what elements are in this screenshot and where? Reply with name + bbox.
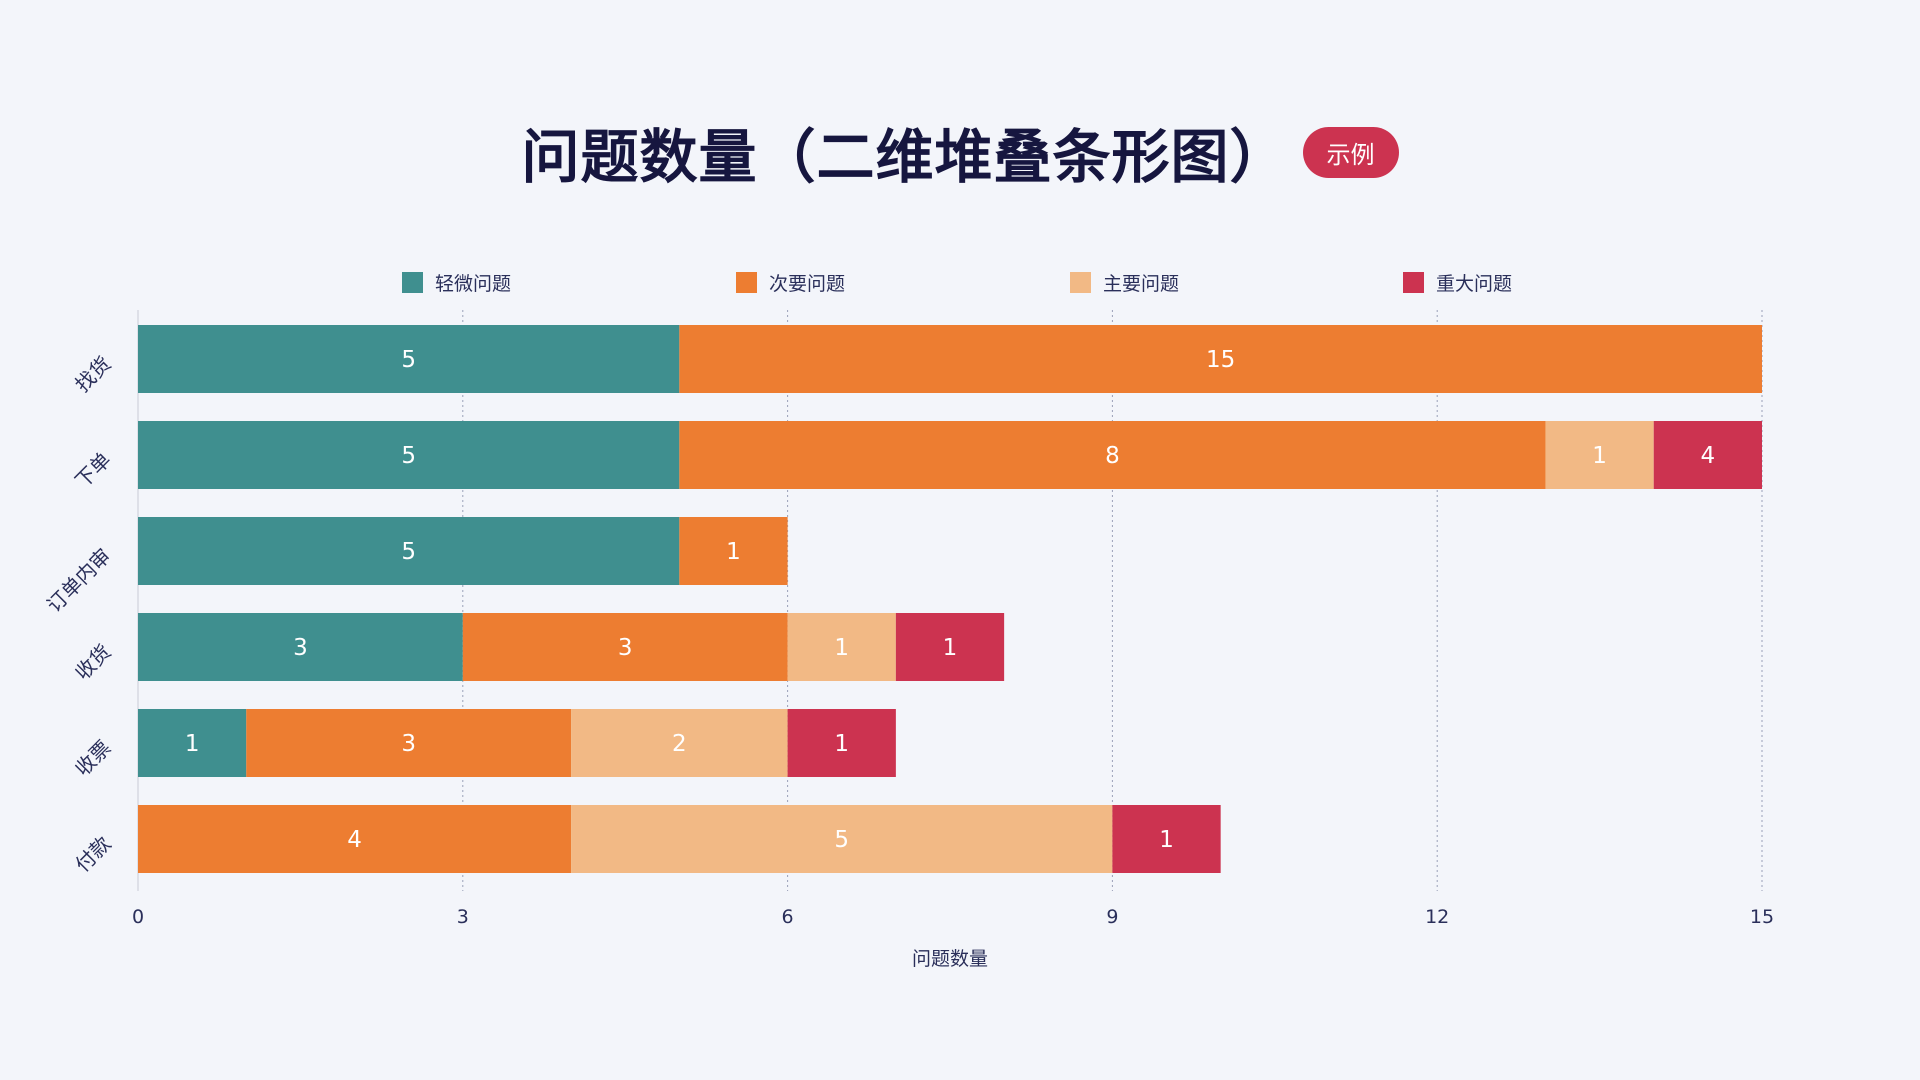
bar-segment (138, 709, 247, 777)
data-label: 15 (1206, 347, 1235, 373)
x-tick-label: 15 (1750, 906, 1774, 928)
data-label: 5 (401, 539, 416, 565)
category-label: 付款 (70, 832, 115, 877)
data-label: 4 (1701, 443, 1716, 469)
data-label: 1 (185, 731, 200, 757)
x-tick-label: 3 (457, 906, 469, 928)
bar-segment (787, 709, 896, 777)
title-row: 问题数量（二维堆叠条形图） 示例 (0, 110, 1920, 194)
data-label: 1 (943, 635, 958, 661)
chart-title: 问题数量（二维堆叠条形图） (521, 123, 1289, 191)
legend-label: 重大问题 (1436, 273, 1512, 295)
data-label: 1 (834, 731, 849, 757)
bar-segment (679, 325, 1763, 393)
bar-segment (787, 613, 896, 681)
legend-label: 轻微问题 (435, 273, 511, 295)
x-tick-label: 9 (1106, 906, 1118, 928)
bar-segment (571, 805, 1113, 873)
category-label: 收货 (70, 640, 115, 685)
bar-segment (1545, 421, 1654, 489)
bar-segment (571, 709, 788, 777)
x-tick-label: 12 (1425, 906, 1449, 928)
x-axis-label: 问题数量 (912, 948, 988, 970)
data-label: 2 (672, 731, 687, 757)
data-label: 1 (1159, 827, 1174, 853)
data-label: 1 (834, 635, 849, 661)
bar-segment (138, 421, 680, 489)
data-label: 1 (1592, 443, 1607, 469)
legend-swatch (736, 272, 757, 293)
bar-segment (138, 517, 680, 585)
bar-segment (138, 805, 572, 873)
example-badge: 示例 (1302, 126, 1399, 178)
legend-swatch (1070, 272, 1091, 293)
data-label: 1 (726, 539, 741, 565)
bar-segment (462, 613, 788, 681)
data-label: 3 (618, 635, 633, 661)
x-tick-label: 0 (132, 906, 144, 928)
category-label: 找货 (70, 352, 115, 397)
bar-segment (138, 613, 463, 681)
data-label: 5 (401, 443, 416, 469)
data-label: 5 (401, 347, 416, 373)
bar-segment (1112, 805, 1221, 873)
category-label: 下单 (70, 448, 115, 493)
data-label: 4 (347, 827, 362, 853)
category-label: 订单内审 (42, 544, 116, 618)
legend-swatch (1403, 272, 1424, 293)
bar-segment (138, 325, 680, 393)
data-label: 3 (293, 635, 308, 661)
legend-swatch (402, 272, 423, 293)
data-label: 8 (1105, 443, 1120, 469)
bar-segment (895, 613, 1005, 681)
bar-segment (1653, 421, 1762, 489)
legend-label: 次要问题 (769, 273, 845, 295)
x-tick-label: 6 (782, 906, 794, 928)
bar-segment (679, 517, 788, 585)
data-label: 5 (834, 827, 849, 853)
legend-label: 主要问题 (1103, 273, 1179, 295)
data-label: 3 (401, 731, 416, 757)
category-label: 收票 (70, 736, 115, 781)
bar-segment (679, 421, 1546, 489)
bar-segment (246, 709, 572, 777)
